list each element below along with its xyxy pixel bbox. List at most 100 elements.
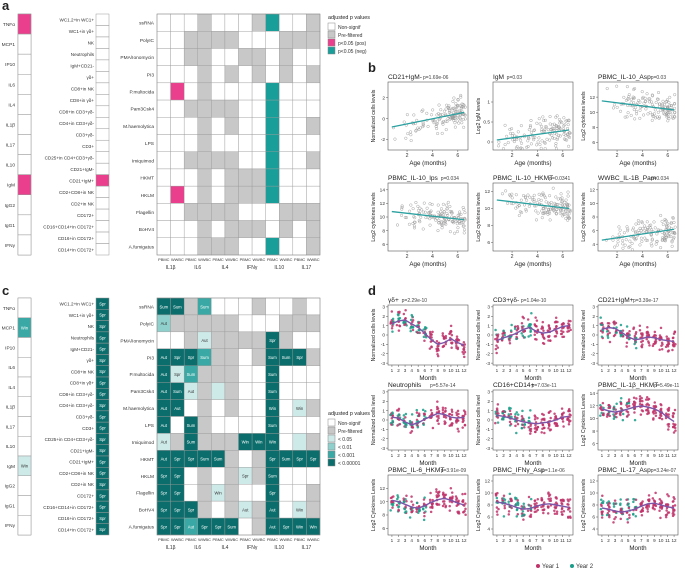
scatter-point <box>541 341 545 345</box>
scatter-point <box>520 147 524 151</box>
heatmap-a-right-cell <box>279 168 294 187</box>
heatmap-c-right-row-label: P.multocida <box>130 372 155 378</box>
scatter-point <box>607 502 611 505</box>
scatter-point <box>627 398 631 401</box>
scatter-point <box>672 431 676 434</box>
scatter-point <box>548 499 551 502</box>
scatter-point <box>410 429 414 433</box>
scatter-point <box>650 237 654 241</box>
scatter-point <box>646 507 649 511</box>
scatter-point <box>395 323 399 327</box>
scatter-point <box>562 425 565 428</box>
heatmap-a-mid-cell <box>95 48 110 61</box>
heatmap-c-right-cell-label: Spr <box>201 524 208 529</box>
scatter-point <box>494 421 497 425</box>
heatmap-c-right-cell <box>279 484 294 502</box>
scatter-point <box>554 144 558 148</box>
scatter-point <box>439 108 443 112</box>
scatter-pvalue: p=7.03e-11 <box>532 383 557 389</box>
scatter-point <box>444 416 448 419</box>
scatter-point <box>639 236 643 240</box>
scatter-point <box>542 329 545 332</box>
scatter-point <box>567 329 571 333</box>
scatter-point <box>519 138 523 142</box>
scatter-point <box>626 229 630 233</box>
heatmap-a-mid-row-label: γδ+ <box>86 75 94 80</box>
heatmap-a-right-cell <box>292 203 307 221</box>
scatter-point <box>612 408 616 411</box>
x-tick-label: 6 <box>456 153 459 159</box>
scatter-point <box>556 136 560 140</box>
heatmap-c-left-cell-label: Win <box>21 464 29 469</box>
heatmap-a-right-cell <box>238 151 253 170</box>
scatter-point <box>456 510 459 514</box>
scatter-point <box>527 426 530 429</box>
scatter-point <box>429 334 432 338</box>
scatter-point <box>641 409 645 413</box>
heatmap-c-right-cell <box>238 297 253 316</box>
scatter-point <box>628 516 631 519</box>
heatmap-c-mid-cell-label: Spr <box>99 493 106 498</box>
scatter-point <box>626 521 630 524</box>
scatter-point <box>559 499 563 502</box>
heatmap-c-right-cell <box>238 365 253 383</box>
scatter-point <box>546 212 550 216</box>
heatmap-c-right-cell <box>238 348 253 366</box>
heatmap-a-right-cell <box>170 168 185 187</box>
scatter-point <box>635 397 638 400</box>
scatter-point <box>496 346 500 349</box>
scatter-point <box>437 103 441 107</box>
scatter-point <box>543 337 546 340</box>
heatmap-c-mid-cell-label: Spr <box>99 448 106 453</box>
scatter-point <box>673 408 677 412</box>
heatmap-a-right-cell <box>156 151 171 170</box>
scatter-point <box>560 214 564 218</box>
scatter-point <box>463 117 467 121</box>
x-tick-label: 9 <box>548 368 551 373</box>
scatter-point <box>633 87 637 91</box>
scatter-point <box>531 196 535 200</box>
y-tick-label: -1 <box>381 342 386 348</box>
legend-c-item: < 0.001 <box>338 453 355 459</box>
y-tick-label: 8 <box>592 429 595 435</box>
heatmap-a-right-cell <box>183 13 198 32</box>
scatter-point <box>547 427 550 430</box>
heatmap-c-right-cell <box>170 314 185 333</box>
heatmap-c-right-row-label: Imiquimod <box>132 440 154 446</box>
scatter-point <box>503 504 506 507</box>
scatter-point <box>650 238 654 242</box>
x-tick-label: 11 <box>560 368 565 373</box>
scatter-point <box>459 93 463 97</box>
scatter-point <box>634 340 638 344</box>
x-axis-label: Month <box>524 545 542 552</box>
scatter-point <box>641 343 644 346</box>
scatter-point <box>437 416 440 420</box>
scatter-point <box>404 412 408 416</box>
heatmap-a-mid-cell <box>95 105 110 118</box>
scatter-point <box>546 506 550 509</box>
scatter-point <box>612 521 615 524</box>
x-tick-label: 7 <box>640 453 643 458</box>
x-tick-label: 4 <box>410 538 413 543</box>
scatter-point <box>665 98 669 102</box>
scatter-point <box>454 495 458 498</box>
scatter-point <box>412 224 416 228</box>
scatter-point <box>432 119 436 123</box>
scatter-point <box>390 423 393 426</box>
heatmap-a-right-row-label: P.multocida <box>130 89 155 95</box>
x-tick-label: 6 <box>561 153 564 159</box>
scatter-point <box>514 504 518 507</box>
heatmap-c-right-cell-label: Win <box>310 524 318 529</box>
scatter-point <box>654 404 657 408</box>
scatter-point <box>559 208 563 212</box>
heatmap-c-right-frame <box>156 297 321 536</box>
heatmap-c-right-cell <box>224 500 239 519</box>
scatter-point <box>420 208 424 212</box>
heatmap-c-right-cell <box>197 314 212 333</box>
heatmap-c-group-label: IL17 <box>302 545 312 551</box>
scatter-point <box>542 511 545 515</box>
scatter-point <box>510 323 513 327</box>
scatter-point <box>632 400 636 404</box>
scatter-point <box>456 226 460 230</box>
scatter-point <box>641 332 644 335</box>
